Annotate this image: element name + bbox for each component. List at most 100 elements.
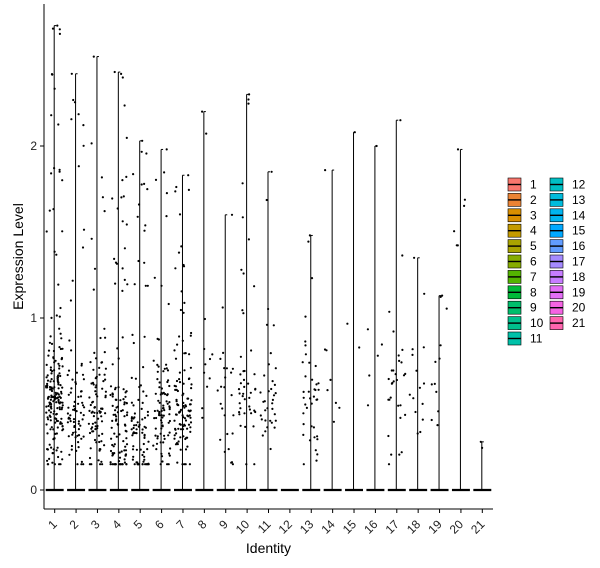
violin-19 <box>430 294 449 492</box>
point-16 <box>375 144 378 148</box>
point-5 <box>143 455 146 458</box>
point-2 <box>82 378 85 381</box>
point-18 <box>422 346 425 349</box>
point-9 <box>219 438 222 441</box>
point-14 <box>332 420 335 423</box>
point-2 <box>79 390 83 393</box>
point-2 <box>70 349 73 352</box>
legend-item-1: 1 <box>507 178 537 192</box>
point-7 <box>179 428 183 431</box>
legend-item-3: 3 <box>507 208 537 222</box>
point-1 <box>58 346 61 349</box>
point-3 <box>90 382 93 385</box>
point-18 <box>408 393 411 396</box>
point-17 <box>390 453 393 456</box>
point-3 <box>100 460 103 463</box>
point-2 <box>72 431 75 434</box>
point-6 <box>154 178 158 181</box>
point-3 <box>103 327 106 330</box>
point-13 <box>302 390 305 393</box>
point-1 <box>49 428 52 431</box>
point-4 <box>125 223 128 226</box>
point-17 <box>390 382 393 385</box>
point-4 <box>119 463 123 466</box>
point-2 <box>72 418 76 421</box>
point-7 <box>173 437 176 440</box>
point-1 <box>46 379 50 382</box>
point-3 <box>100 361 103 364</box>
point-3 <box>103 210 106 213</box>
point-13 <box>305 406 308 409</box>
point-7 <box>183 352 186 355</box>
legend-item-14: 14 <box>549 208 586 222</box>
point-3 <box>104 336 107 339</box>
point-6 <box>161 425 164 428</box>
point-1 <box>50 403 53 406</box>
point-7 <box>181 394 184 397</box>
point-4 <box>125 443 129 446</box>
point-1 <box>56 375 59 378</box>
point-19 <box>433 382 436 385</box>
legend-label: 16 <box>572 239 586 253</box>
point-15 <box>358 346 361 349</box>
point-2 <box>80 362 83 365</box>
point-10 <box>248 405 251 408</box>
violin-4 <box>109 70 129 492</box>
point-3 <box>91 400 95 403</box>
point-6 <box>160 419 163 422</box>
point-1 <box>45 385 48 388</box>
point-1 <box>50 407 53 410</box>
point-3 <box>97 417 100 420</box>
point-9 <box>231 432 234 435</box>
point-2 <box>80 460 83 463</box>
point-10 <box>239 355 242 358</box>
x-tick-label: 2 <box>67 517 82 532</box>
point-4 <box>124 445 127 448</box>
point-6 <box>158 381 161 384</box>
point-1 <box>46 416 49 419</box>
point-11 <box>264 409 267 412</box>
point-8 <box>208 377 211 380</box>
point-1 <box>53 437 56 440</box>
point-1 <box>49 335 52 338</box>
legend-label: 13 <box>572 193 586 207</box>
point-2 <box>67 416 70 420</box>
point-10 <box>239 424 242 427</box>
point-17 <box>400 451 403 454</box>
point-6 <box>153 417 156 420</box>
point-5 <box>141 418 144 421</box>
point-1 <box>51 73 54 76</box>
point-18 <box>415 369 418 372</box>
point-13 <box>313 436 316 439</box>
point-5 <box>137 203 141 206</box>
x-tick-label: 11 <box>255 517 274 536</box>
point-1 <box>50 446 53 449</box>
point-3 <box>90 237 93 240</box>
point-3 <box>88 396 91 399</box>
point-17 <box>399 416 402 419</box>
point-7 <box>182 401 185 404</box>
point-20 <box>455 244 458 247</box>
point-1 <box>58 28 61 31</box>
point-7 <box>183 423 186 426</box>
point-4 <box>122 388 125 391</box>
point-11 <box>272 324 275 327</box>
point-7 <box>186 414 189 417</box>
point-6 <box>168 401 171 404</box>
point-10 <box>247 98 250 101</box>
point-5 <box>146 284 149 287</box>
point-5 <box>130 401 133 404</box>
point-2 <box>77 441 80 444</box>
violin-9 <box>216 213 235 492</box>
point-6 <box>165 192 168 195</box>
point-3 <box>88 409 91 412</box>
point-9 <box>225 367 228 370</box>
point-4 <box>114 413 117 416</box>
point-4 <box>124 429 127 432</box>
point-7 <box>180 290 183 293</box>
point-13 <box>304 403 307 406</box>
point-20 <box>453 230 456 233</box>
point-6 <box>155 416 158 420</box>
legend-label: 6 <box>530 255 537 269</box>
point-7 <box>189 430 192 433</box>
